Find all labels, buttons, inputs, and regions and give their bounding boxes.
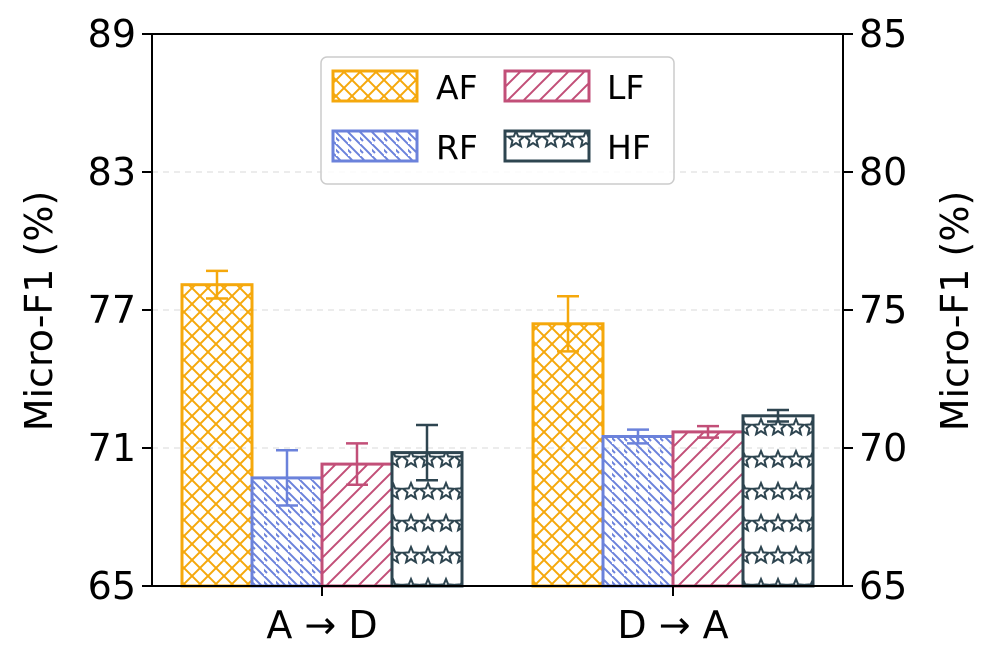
y-axis-title-right: Micro-F1 (%) <box>933 191 977 432</box>
y-tick-label-right: 75 <box>859 288 907 332</box>
y-tick-label-left: 71 <box>88 426 136 470</box>
x-tick-label: A → D <box>266 603 377 647</box>
y-tick-label-left: 83 <box>88 150 136 194</box>
legend-label-rf: RF <box>436 128 478 167</box>
y-tick-label-right: 70 <box>859 426 907 470</box>
y-tick-label-right: 85 <box>859 12 907 56</box>
x-tick-label: D → A <box>617 603 728 647</box>
bar-lf-1 <box>671 430 745 588</box>
legend-label-lf: LF <box>607 68 644 107</box>
legend-label-hf: HF <box>607 128 651 167</box>
bar-hf-1 <box>741 414 815 588</box>
axes: 65 71 77 83 89 65 70 75 80 85 A → D D → A <box>88 12 908 647</box>
y-tick-label-left: 89 <box>88 12 136 56</box>
y-tick-label-left: 77 <box>88 288 136 332</box>
legend: AF LF RF HF <box>320 56 675 185</box>
y-tick-label-right: 65 <box>859 564 907 608</box>
legend-label-af: AF <box>436 68 478 107</box>
y-axis-title-left: Micro-F1 (%) <box>17 191 61 432</box>
bars <box>180 269 815 588</box>
legend-swatch-rf <box>331 129 419 163</box>
bar-af-0 <box>180 283 254 588</box>
bar-af-1 <box>531 322 605 588</box>
y-tick-label-right: 80 <box>859 150 907 194</box>
y-tick-label-left: 65 <box>88 564 136 608</box>
gridlines <box>152 171 843 449</box>
legend-swatch-af <box>331 69 419 103</box>
legend-swatch-lf <box>503 69 591 103</box>
bar-rf-1 <box>601 435 675 588</box>
legend-swatch-hf <box>503 129 591 163</box>
